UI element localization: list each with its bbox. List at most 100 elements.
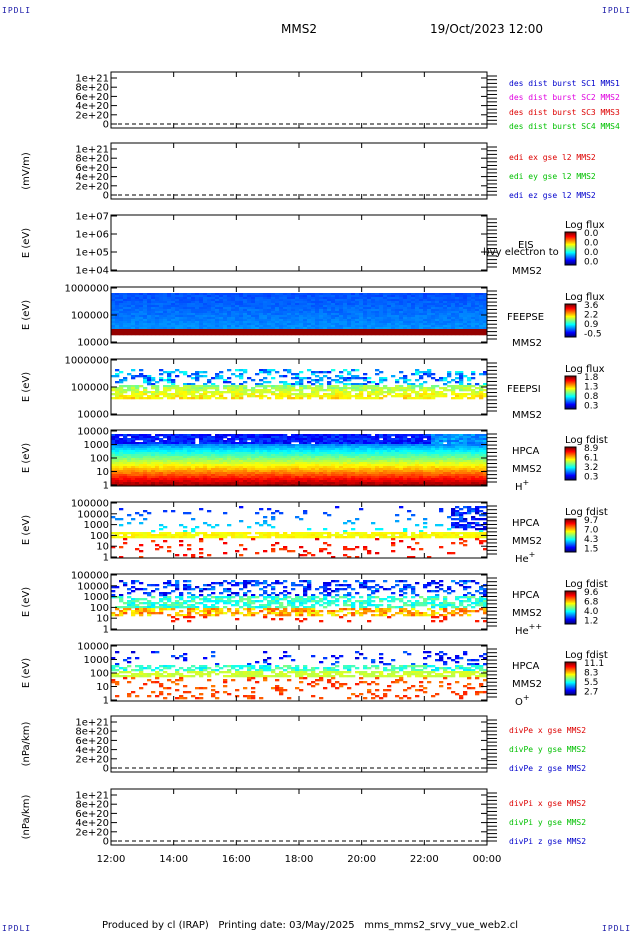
colorbar-band	[565, 324, 576, 326]
heatmap-cell	[275, 458, 280, 461]
heatmap-cell	[171, 331, 176, 334]
colorbar-tick-label: 0.8	[584, 392, 599, 402]
heatmap-cell	[443, 395, 448, 398]
heatmap-cell	[227, 460, 232, 463]
heatmap-cell	[263, 446, 268, 449]
heatmap-cell	[351, 456, 356, 459]
heatmap-cell	[207, 391, 212, 394]
heatmap-cell	[195, 466, 200, 469]
heatmap-cell	[307, 307, 312, 310]
heatmap-cell	[423, 321, 428, 324]
heatmap-cell	[255, 438, 260, 441]
heatmap-cell	[163, 329, 168, 332]
heatmap-cell	[339, 448, 344, 451]
heatmap-cell	[291, 373, 296, 376]
heatmap-cell	[343, 301, 348, 304]
heatmap-cell	[399, 476, 404, 479]
heatmap-cell	[167, 462, 172, 465]
heatmap-cell	[203, 385, 208, 388]
heatmap-cell	[275, 313, 280, 316]
heatmap-cell	[287, 301, 292, 304]
heatmap-cell	[367, 438, 372, 441]
heatmap-cell	[271, 444, 276, 447]
heatmap-cell	[459, 397, 464, 400]
heatmap-cell	[335, 444, 340, 447]
heatmap-cell	[263, 436, 268, 439]
heatmap-cell	[167, 303, 172, 306]
heatmap-cell	[315, 484, 320, 487]
heatmap-cell	[139, 319, 144, 322]
heatmap-cell	[119, 317, 124, 320]
heatmap-cell	[171, 397, 176, 400]
heatmap-cell	[383, 317, 388, 320]
colorbar-tick-label: 0.0	[584, 229, 599, 239]
heatmap-cell	[167, 385, 172, 388]
heatmap-cell	[299, 474, 304, 477]
heatmap-cell	[135, 444, 140, 447]
heatmap-cell	[115, 299, 120, 302]
heatmap-cell	[303, 317, 308, 320]
heatmap-cell	[115, 444, 120, 447]
heatmap-cell	[371, 315, 376, 318]
heatmap-cell	[115, 301, 120, 304]
heatmap-cell	[299, 480, 304, 483]
heatmap-cell	[147, 480, 152, 483]
heatmap-cell	[259, 379, 264, 382]
heatmap-cell	[123, 468, 128, 471]
heatmap-cell	[143, 478, 148, 481]
heatmap-cell	[303, 385, 308, 388]
heatmap-cell	[223, 325, 228, 328]
heatmap-cell	[119, 478, 124, 481]
heatmap-cell	[467, 327, 472, 330]
heatmap-cell	[131, 375, 136, 378]
heatmap-cell	[343, 395, 348, 398]
heatmap-cell	[183, 303, 188, 306]
heatmap-cell	[171, 434, 176, 437]
heatmap-cell	[463, 295, 468, 298]
heatmap-cell	[379, 474, 384, 477]
y-tick-label: 1000000	[64, 356, 109, 367]
heatmap-cell	[315, 305, 320, 308]
heatmap-cell	[307, 440, 312, 443]
heatmap-cell	[343, 450, 348, 453]
heatmap-cell	[179, 462, 184, 465]
heatmap-cell	[287, 393, 292, 396]
heatmap-cell	[127, 452, 132, 455]
heatmap-cell	[231, 395, 236, 398]
heatmap-cell	[175, 387, 180, 390]
heatmap-cell	[283, 478, 288, 481]
heatmap-cell	[291, 303, 296, 306]
heatmap-cell	[331, 472, 336, 475]
heatmap-cell	[223, 458, 228, 461]
heatmap-cell	[119, 454, 124, 457]
heatmap-cell	[191, 458, 196, 461]
heatmap-cell	[295, 462, 300, 465]
heatmap-cell	[343, 369, 348, 372]
heatmap-cell	[115, 373, 120, 376]
heatmap-cell	[347, 454, 352, 457]
heatmap-cell	[243, 460, 248, 463]
heatmap-cell	[347, 383, 352, 386]
heatmap-cell	[335, 315, 340, 318]
heatmap-cell	[155, 480, 160, 483]
heatmap-cell	[179, 470, 184, 473]
heatmap-cell	[399, 442, 404, 445]
heatmap-cell	[439, 325, 444, 328]
heatmap-cell	[295, 377, 300, 380]
heatmap-cell	[395, 472, 400, 475]
heatmap-cell	[323, 311, 328, 314]
heatmap-cell	[195, 452, 200, 455]
heatmap-cell	[383, 305, 388, 308]
heatmap-cell	[239, 327, 244, 330]
heatmap-cell	[287, 440, 292, 443]
heatmap-cell	[199, 313, 204, 316]
heatmap-cell	[227, 319, 232, 322]
heatmap-cell	[167, 480, 172, 483]
heatmap-cell	[471, 299, 476, 302]
heatmap-cell	[199, 327, 204, 330]
y-tick-label: 8e+20	[75, 154, 109, 165]
heatmap-cell	[363, 442, 368, 445]
heatmap-cell	[415, 391, 420, 394]
heatmap-cell	[119, 456, 124, 459]
heatmap-cell	[223, 474, 228, 477]
